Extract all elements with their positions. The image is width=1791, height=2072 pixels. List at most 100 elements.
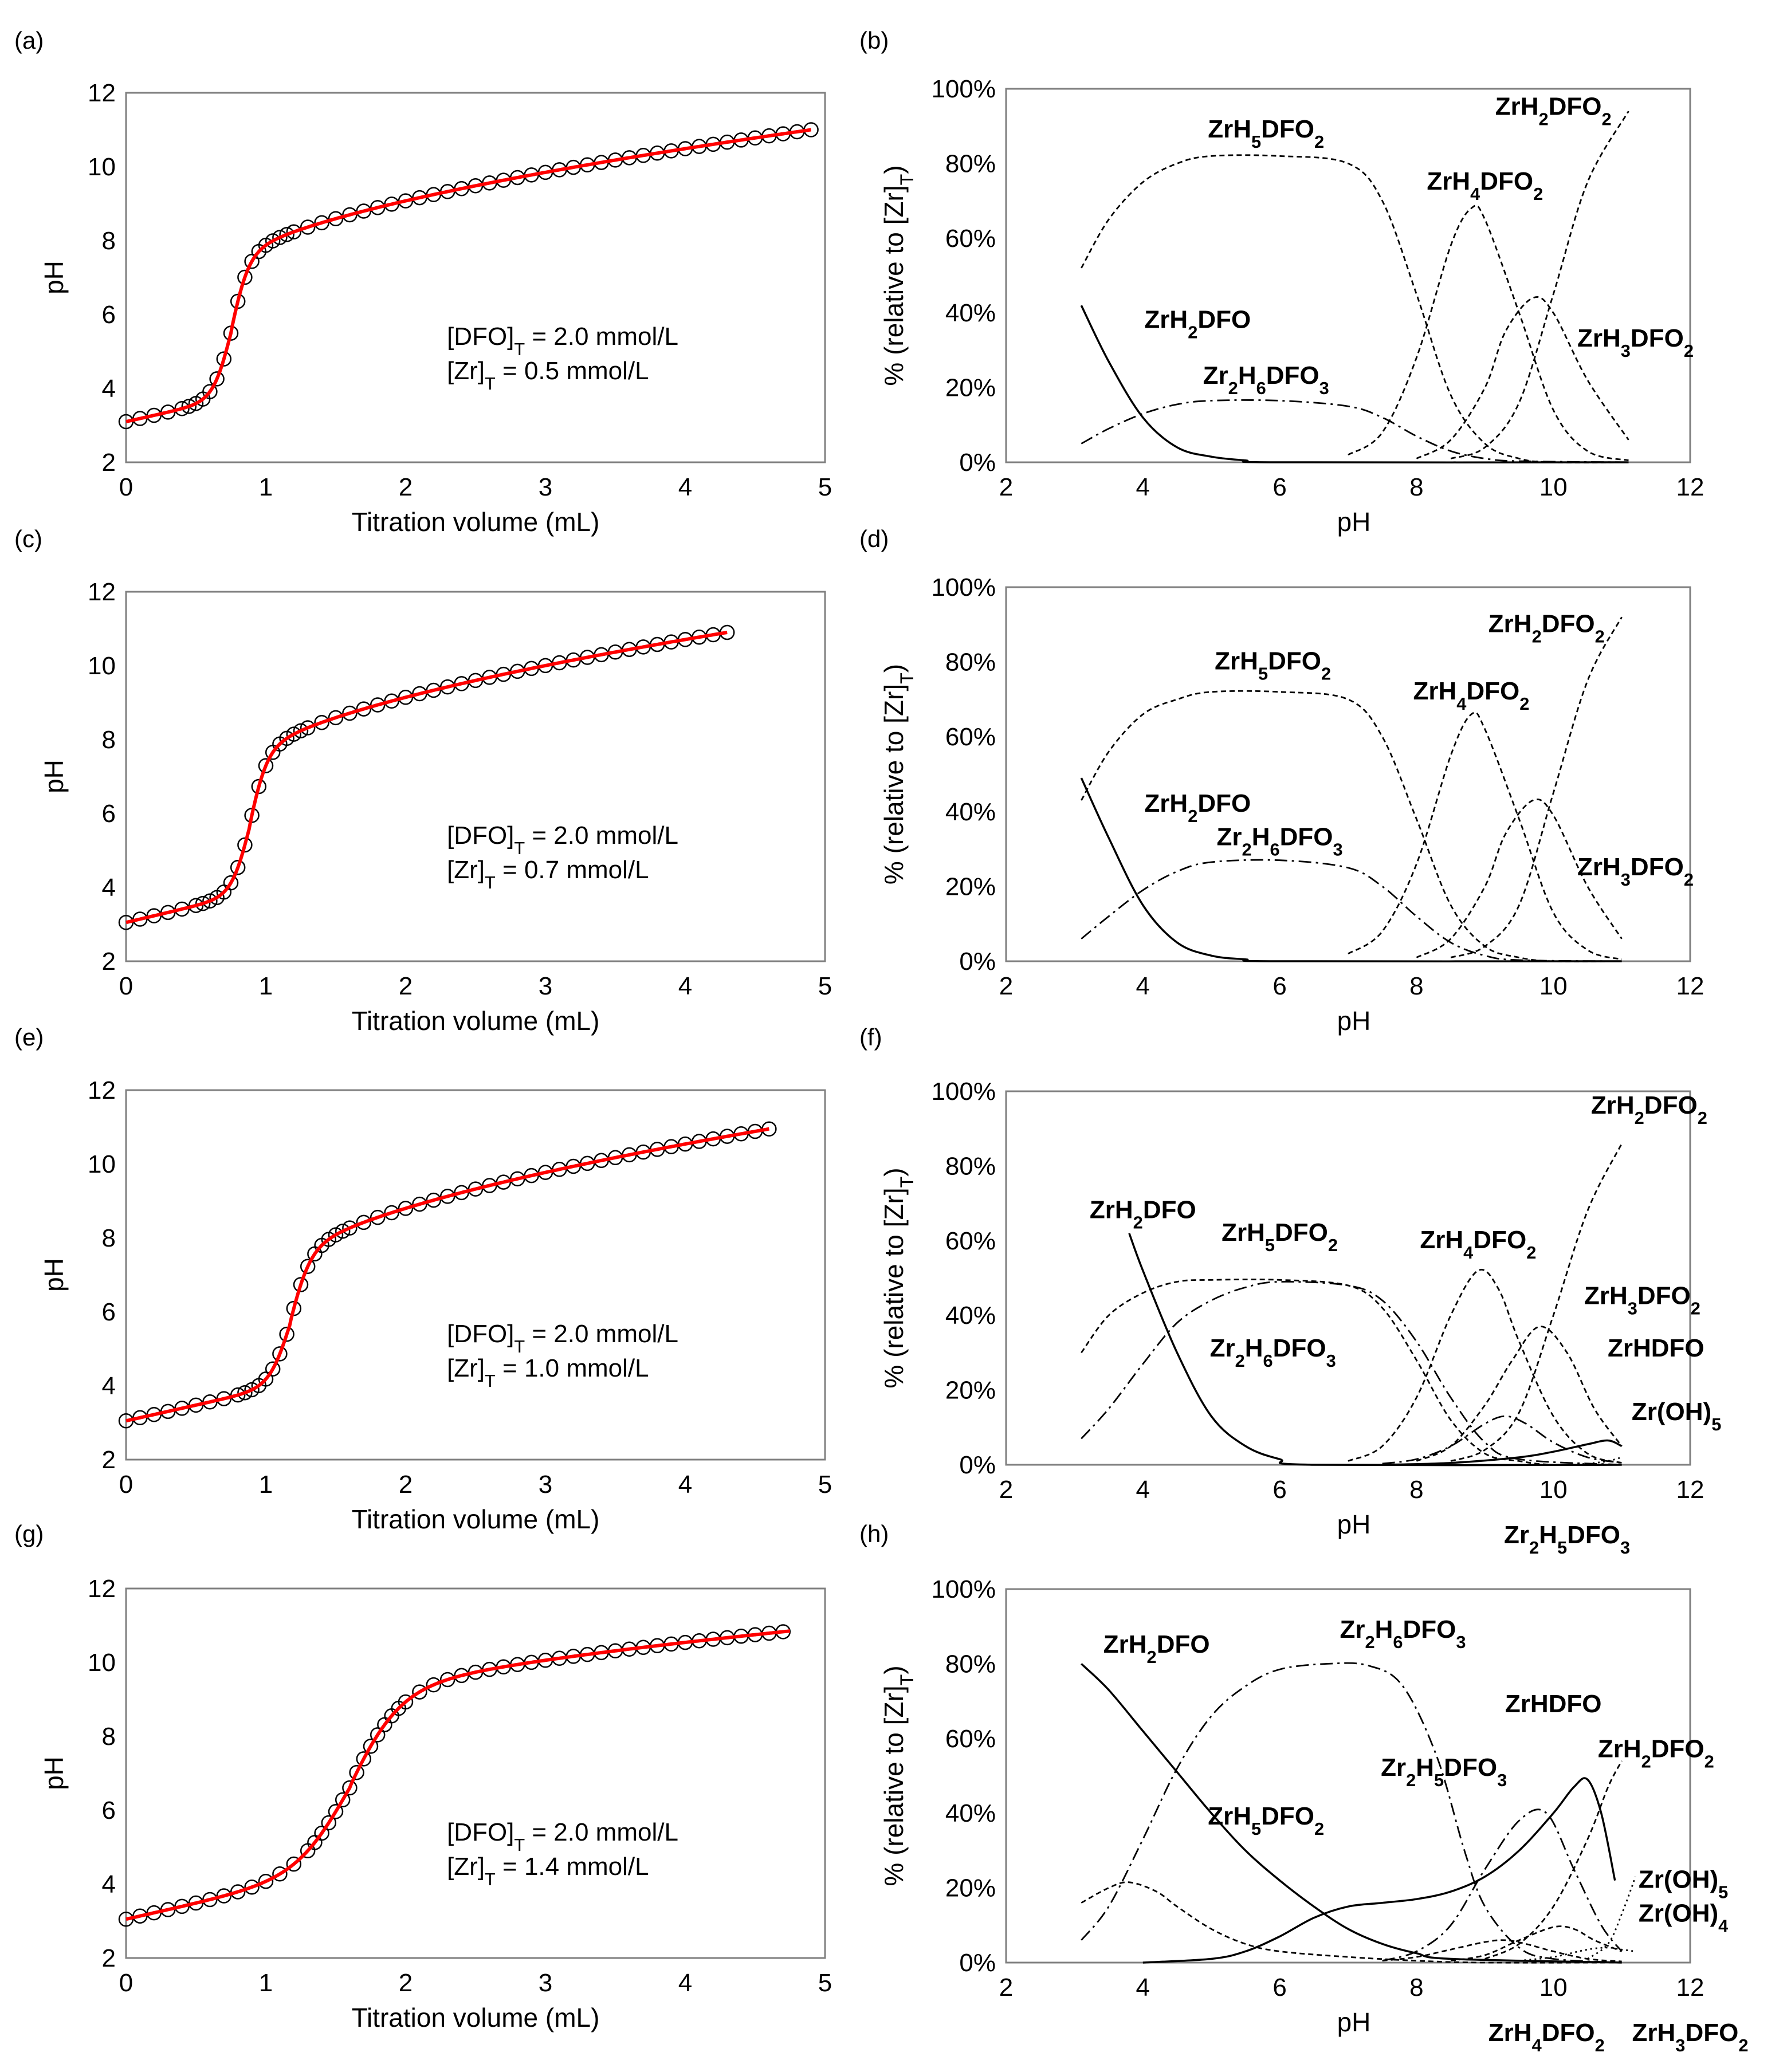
series-zrh4dfo2 — [1348, 711, 1622, 961]
data-point — [342, 1220, 358, 1236]
x-tick-label: 8 — [1409, 1973, 1423, 2002]
data-point — [279, 1326, 294, 1342]
y-tick-label: 12 — [88, 1575, 116, 1603]
x-tick-label: 5 — [818, 473, 832, 501]
y-axis-label: % (relative to [Zr]T) — [879, 664, 917, 884]
data-point — [174, 400, 190, 416]
x-axis-label: Titration volume (mL) — [352, 2003, 600, 2032]
series-zrh4dfo2 — [1382, 1939, 1622, 1963]
data-point — [286, 1300, 302, 1316]
y-tick-label: 8 — [102, 726, 116, 754]
x-tick-label: 4 — [1136, 1476, 1150, 1504]
x-tick-label: 4 — [1136, 972, 1150, 1000]
series-zrh2dfo — [1081, 1663, 1622, 1964]
species-label: Zr2H6DFO3 — [1217, 823, 1343, 860]
series-zrh2dfo2 — [1450, 111, 1629, 459]
series-zrh3dfo2 — [1450, 1925, 1623, 1962]
x-tick-label: 10 — [1539, 1476, 1568, 1504]
x-tick-label: 0 — [119, 473, 133, 501]
x-axis-label: pH — [1337, 1006, 1371, 1036]
data-point — [314, 215, 329, 231]
data-point — [328, 211, 344, 226]
series-zr2h5dfo3 — [1382, 1415, 1622, 1465]
plot-frame — [125, 1089, 826, 1461]
species-label: ZrHDFO — [1608, 1334, 1704, 1362]
panel-label: (h) — [859, 1520, 889, 1547]
series-zrh2dfo2 — [1450, 616, 1623, 958]
y-tick-label: 20% — [945, 374, 996, 402]
data-point — [286, 1856, 302, 1872]
data-point — [272, 230, 288, 245]
data-point — [454, 1185, 469, 1201]
series-zr2h6dfo3 — [1081, 399, 1629, 463]
data-point — [279, 227, 294, 242]
plot-frame — [1005, 1588, 1691, 1964]
x-tick-label: 1 — [259, 473, 273, 501]
y-tick-label: 80% — [945, 1152, 996, 1180]
data-point — [335, 1223, 351, 1239]
y-tick-label: 10 — [88, 153, 116, 181]
data-point — [230, 860, 246, 875]
data-point — [335, 1792, 351, 1808]
condition-dfo: [DFO]T = 2.0 mmol/L — [447, 323, 678, 359]
condition-zr: [Zr]T = 0.5 mmol/L — [447, 357, 649, 394]
series-zr2h6dfo3 — [1081, 1281, 1622, 1466]
fit-line — [125, 631, 728, 925]
x-tick-label: 1 — [259, 1471, 273, 1499]
x-tick-label: 2 — [999, 1476, 1013, 1504]
x-tick-label: 10 — [1539, 1973, 1568, 2002]
y-axis-label: % (relative to [Zr]T) — [879, 1665, 917, 1886]
x-tick-label: 2 — [999, 473, 1013, 501]
y-tick-label: 2 — [102, 947, 116, 976]
data-point — [300, 1259, 316, 1275]
x-tick-label: 6 — [1272, 1973, 1286, 2002]
y-tick-label: 6 — [102, 301, 116, 329]
data-point — [328, 1227, 344, 1243]
series-zr2h5dfo3 — [1382, 1808, 1623, 1962]
data-point — [272, 1866, 288, 1882]
data-point — [244, 1879, 260, 1895]
data-point — [209, 371, 225, 387]
series-zrhdfo — [1142, 1777, 1616, 1964]
data-point — [216, 1888, 232, 1904]
data-point — [439, 1189, 455, 1204]
data-point — [286, 726, 302, 742]
species-label: Zr2H6DFO3 — [1203, 361, 1329, 398]
data-point — [342, 705, 358, 721]
series-zrh4dfo2 — [1348, 205, 1629, 462]
data-point — [230, 1884, 246, 1900]
data-point — [412, 1684, 427, 1700]
y-tick-label: 12 — [88, 1076, 116, 1104]
x-tick-label: 2 — [399, 972, 413, 1000]
x-tick-label: 0 — [119, 1969, 133, 1997]
x-tick-label: 2 — [399, 473, 413, 501]
species-label: Zr(OH)5 — [1639, 1866, 1728, 1902]
y-tick-label: 80% — [945, 150, 996, 178]
y-tick-label: 100% — [931, 75, 996, 103]
data-point — [237, 1385, 253, 1401]
data-point — [321, 1815, 337, 1831]
series-zrh5dfo2 — [1081, 1278, 1622, 1466]
y-tick-label: 4 — [102, 375, 116, 403]
data-point — [363, 1739, 379, 1754]
y-tick-label: 12 — [88, 79, 116, 107]
species-label: ZrH2DFO — [1103, 1630, 1210, 1667]
y-tick-label: 2 — [102, 449, 116, 477]
condition-dfo: [DFO]T = 2.0 mmol/L — [447, 1320, 678, 1357]
data-point — [370, 697, 386, 713]
species-label: Zr(OH)5 — [1632, 1398, 1721, 1434]
data-point — [300, 720, 316, 736]
speciation-chart-b: (b) 2 4 6 8 10 12 0% 20% 40% 60% 80% 100% pH % (relati… — [859, 27, 1704, 537]
data-point — [293, 1277, 309, 1292]
y-tick-label: 100% — [931, 1575, 996, 1603]
speciation-chart-f: (f) 2 4 6 8 10 12 0% 20% 40% 60% 80% 100% pH % (relati… — [859, 1024, 1721, 1557]
y-axis-label: % (relative to [Zr]T) — [879, 1167, 917, 1388]
condition-dfo: [DFO]T = 2.0 mmol/L — [447, 821, 678, 858]
species-label: ZrH4DFO2 — [1413, 677, 1529, 714]
plot-frame — [125, 92, 826, 463]
panel-label: (c) — [14, 525, 42, 552]
x-tick-label: 4 — [678, 1969, 692, 1997]
species-label: ZrH2DFO2 — [1495, 93, 1612, 129]
